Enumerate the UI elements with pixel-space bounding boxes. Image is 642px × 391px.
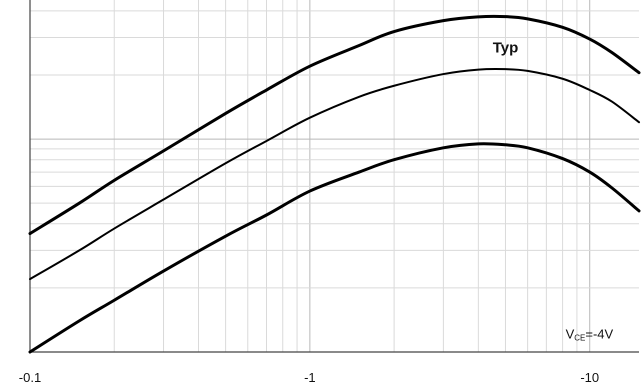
series-line-1 bbox=[28, 14, 641, 236]
x-tick-label: -0.1 bbox=[19, 370, 41, 385]
grid bbox=[29, 0, 639, 353]
vce-condition-label: VCE=-4V bbox=[566, 326, 614, 342]
x-tick-label: -1 bbox=[304, 370, 316, 385]
annotations: Typ VCE=-4V bbox=[493, 40, 614, 343]
x-tick-label: -10 bbox=[580, 370, 599, 385]
curves bbox=[28, 14, 641, 354]
typ-label: Typ bbox=[493, 40, 519, 57]
tick-labels: -0.1 -1 -10 bbox=[19, 370, 599, 385]
series-line-2 bbox=[29, 67, 640, 281]
series-line-3 bbox=[28, 142, 641, 354]
